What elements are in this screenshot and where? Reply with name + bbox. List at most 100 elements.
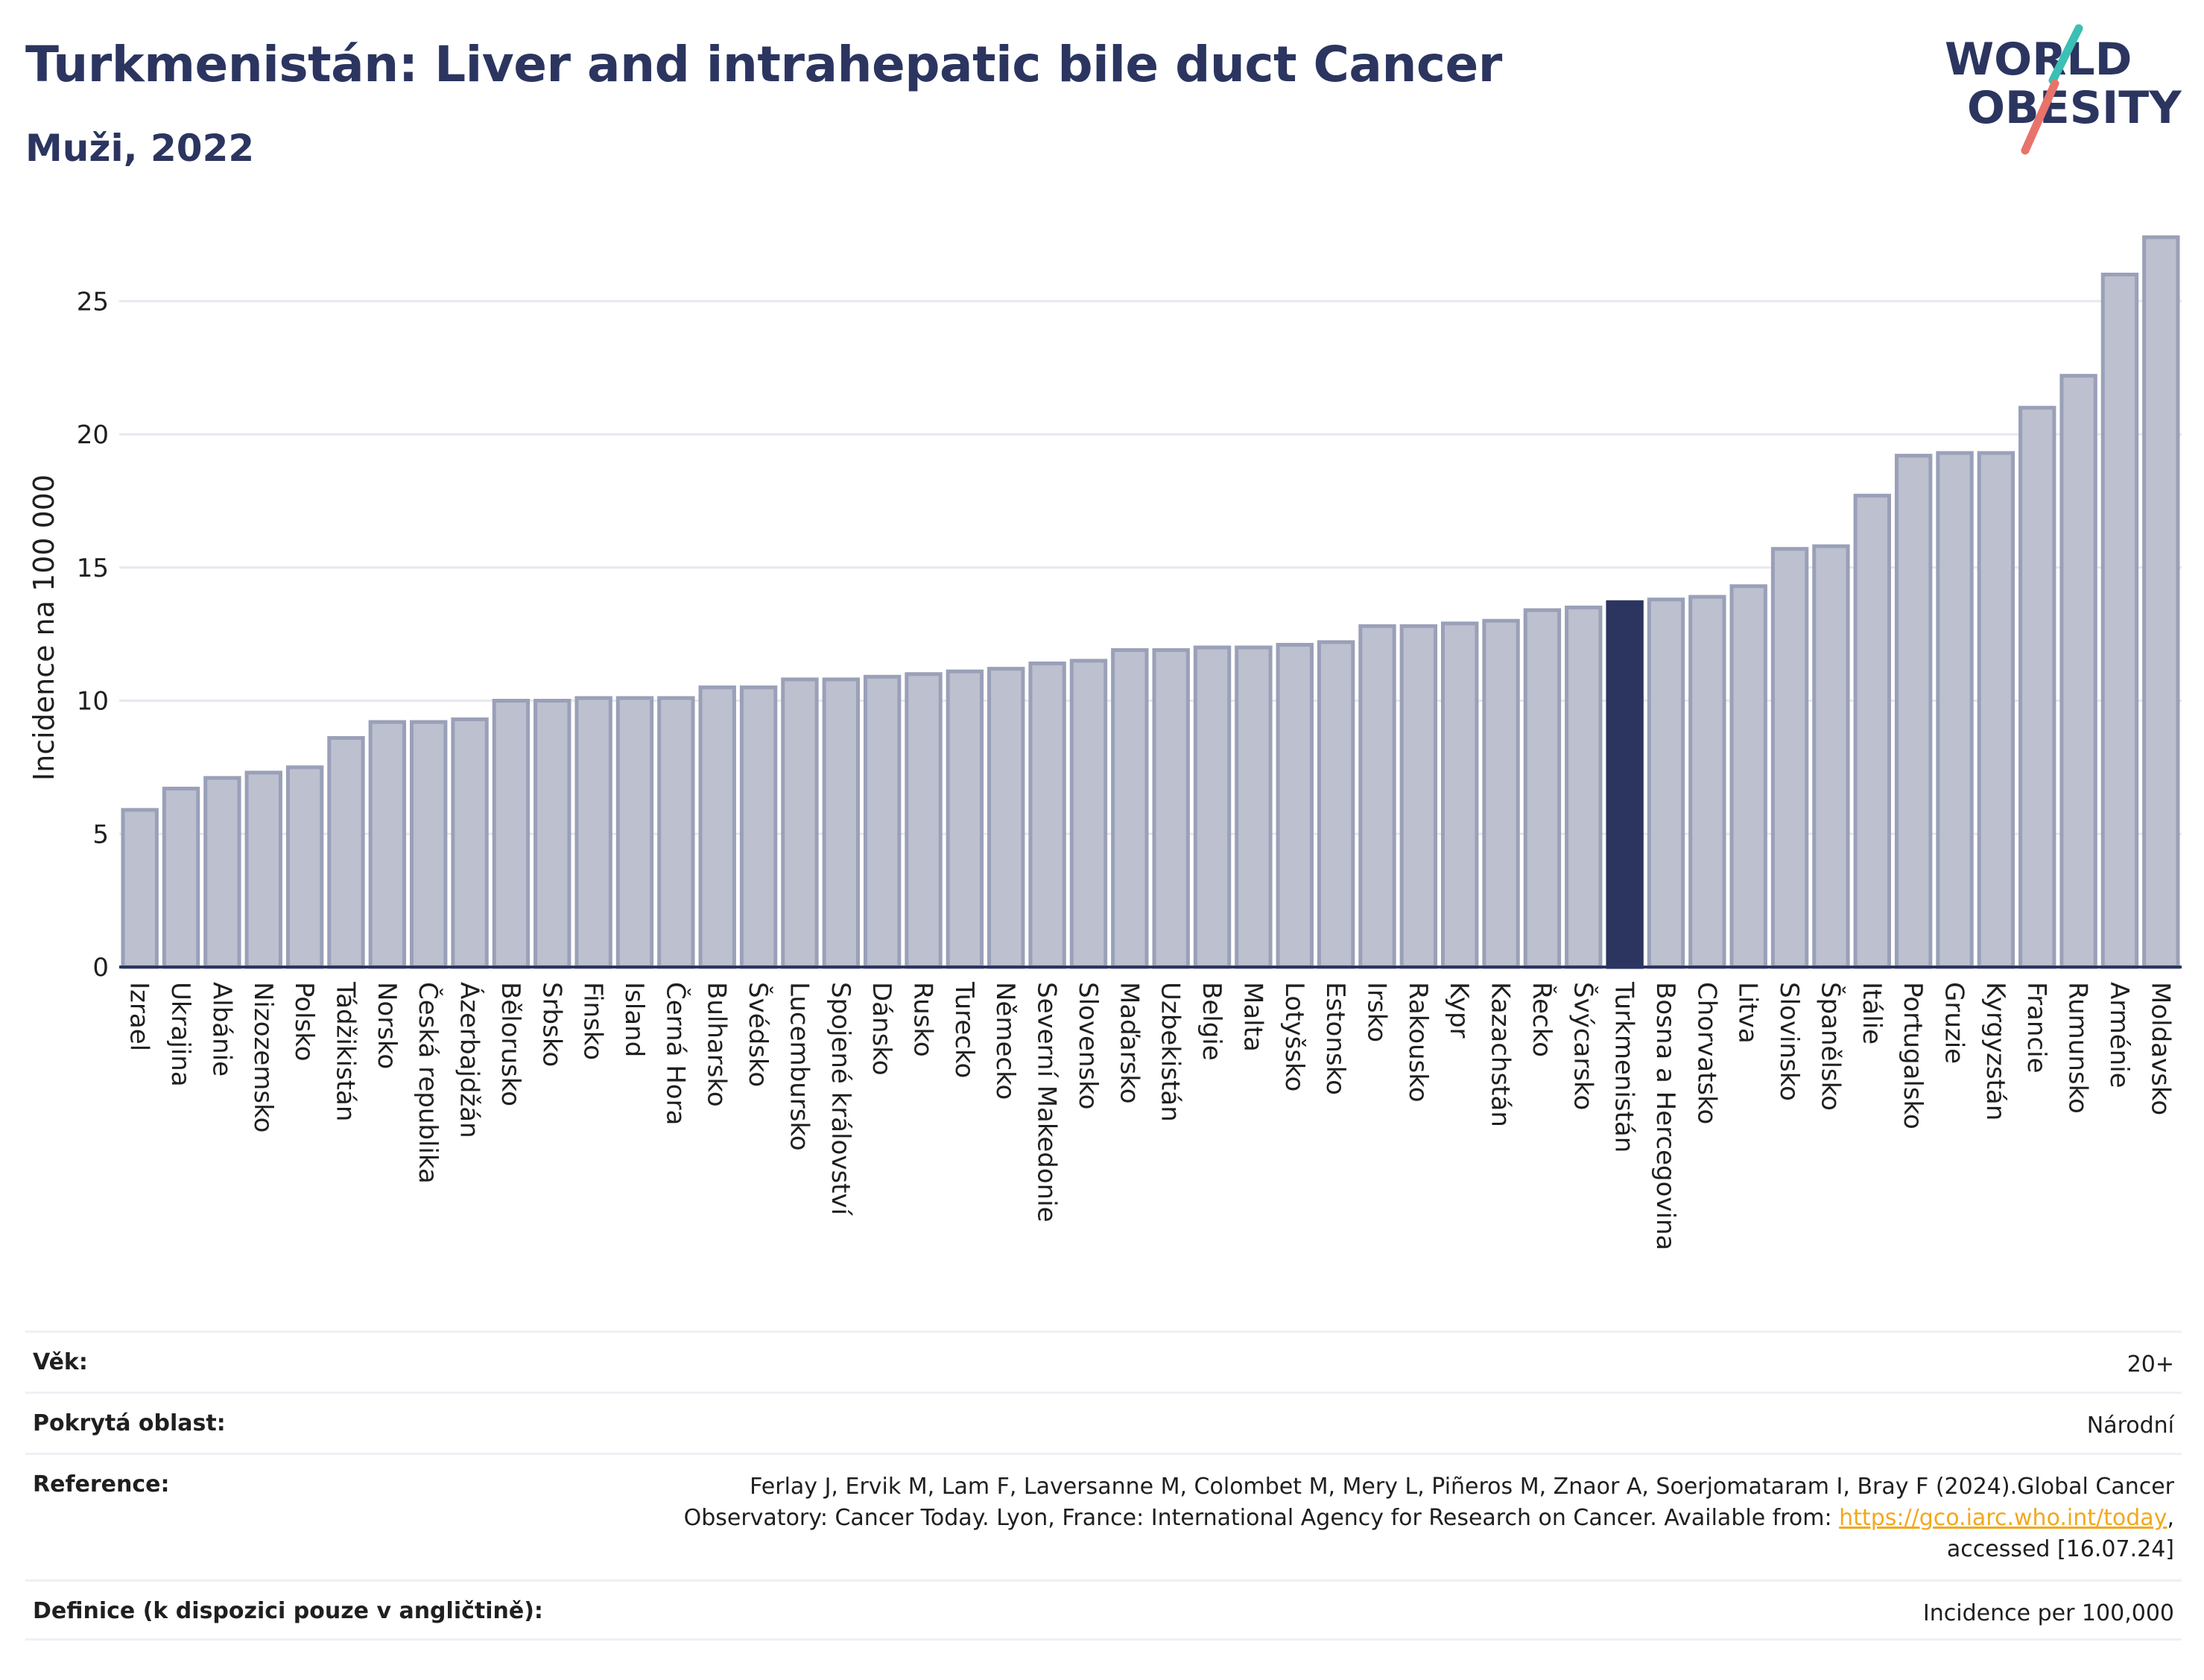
bar [1111,648,1149,969]
logo-line2: OBESITY [1967,82,2182,134]
bar [698,685,736,969]
bar [1606,600,1644,969]
bar [1565,605,1603,969]
x-tick-label: Polsko [289,982,319,1062]
x-tick-label: Španělsko [1815,982,1846,1111]
x-tick-label: Uzbekistán [1156,982,1185,1122]
reference-line-3: accessed [16.07.24] [1946,1536,2174,1562]
info-value-coverage: Národní [2086,1413,2174,1439]
bar [1729,584,1767,969]
x-tick-label: Kyrgyzstán [1980,982,2010,1120]
bar [1523,608,1562,969]
x-tick-label: Island [619,982,649,1057]
bar [657,696,695,969]
x-tick-label: Malta [1238,982,1267,1052]
x-tick-label: Irsko [1361,982,1391,1042]
bar [781,677,819,969]
info-row-reference: Reference: Ferlay J, Ervik M, Lam F, Lav… [25,1453,2182,1579]
bar [1812,544,1850,969]
y-tick-label: 5 [92,820,109,849]
bar [1977,451,2015,969]
info-row-age: Věk: 20+ [25,1331,2182,1392]
reference-link-suffix: , [2167,1505,2174,1531]
x-tick-label: Kypr [1444,982,1474,1039]
x-tick-label: Česká republika [413,982,443,1184]
x-tick-label: Maďarsko [1114,982,1144,1104]
x-tick-label: Bulharsko [702,982,732,1107]
x-tick-label: Slovensko [1073,982,1103,1109]
info-value-reference: Ferlay J, Ervik M, Lam F, Laversanne M, … [684,1471,2174,1565]
reference-link[interactable]: https://gco.iarc.who.int/today [1839,1505,2167,1531]
bar [162,786,200,969]
x-tick-label: Řecko [1527,982,1557,1057]
bar [1399,624,1438,969]
bar [1482,618,1520,969]
bar [1441,621,1479,969]
bar [822,677,860,969]
bar [1853,493,1891,969]
bar [863,674,902,969]
logo-slash-coral [2021,79,2059,155]
y-tick-label: 15 [77,554,109,583]
bar [615,696,654,969]
x-tick-label: Turkmenistán [1609,981,1639,1153]
x-tick-label: Estonsko [1320,982,1350,1095]
x-tick-label: Bělorusko [495,982,525,1106]
bar [2142,235,2180,969]
bar [1688,595,1726,969]
info-label-reference: Reference: [33,1471,170,1497]
info-label-definition: Definice (k dispozici pouze v angličtině… [33,1598,543,1624]
y-tick-label: 25 [77,287,109,317]
x-tick-label: Tádžikistán [330,981,360,1121]
x-tick-label: Chorvatsko [1691,982,1721,1124]
bar [1936,451,1974,969]
x-tick-label: Ázerbajdžán [455,982,485,1138]
x-tick-label: Spojené království [826,982,855,1217]
x-tick-label: Turecko [949,981,979,1078]
bar [244,770,282,969]
info-table: Věk: 20+ Pokrytá oblast: Národní Referen… [25,1331,2182,1641]
x-tick-label: Norsko [372,982,402,1069]
x-tick-label: Lucembursko [784,982,814,1151]
bar [1152,648,1190,969]
reference-line-1: Ferlay J, Ervik M, Lam F, Laversanne M, … [750,1474,2174,1500]
chart-title: Turkmenistán: Liver and intrahepatic bil… [25,36,1502,93]
x-tick-label: Srbsko [536,982,566,1067]
x-tick-label: Arménie [2104,982,2134,1088]
bar [285,765,324,969]
bar [739,685,778,969]
x-tick-label: Albánie [206,982,236,1077]
x-tick-label: Gruzie [1939,982,1969,1064]
info-value-definition: Incidence per 100,000 [1922,1600,2174,1626]
info-label-coverage: Pokrytá oblast: [33,1410,226,1436]
bar [905,672,943,969]
x-tick-label: Kazachstán [1486,982,1516,1127]
x-tick-label: Severní Makedonie [1032,982,1062,1223]
bar [533,699,571,969]
x-tick-label: Francie [2021,982,2051,1074]
info-label-age: Věk: [33,1349,88,1375]
bar [1894,454,1933,969]
y-axis-label: Incidence na 100 000 [28,475,60,781]
bar [1276,642,1314,969]
bar [1770,547,1809,969]
bar [121,808,159,969]
bar [451,717,489,969]
x-tick-label: Nizozemsko [248,982,278,1132]
x-tick-label: Portugalsko [1898,982,1928,1129]
x-tick-label: Rumunsko [2063,982,2093,1114]
info-value-age: 20+ [2127,1351,2174,1378]
y-tick-label: 0 [92,953,109,983]
x-tick-label: Belgie [1197,982,1226,1061]
bar [574,696,612,969]
info-row-coverage: Pokrytá oblast: Národní [25,1392,2182,1453]
bar [1647,597,1685,969]
x-tick-label: Finsko [578,982,608,1060]
bar [1069,659,1108,969]
x-tick-label: Lotyšsko [1279,982,1309,1091]
info-row-definition: Definice (k dispozici pouze v angličtině… [25,1579,2182,1641]
x-tick-label: Švédsko [743,982,773,1087]
bar [2059,373,2097,969]
x-tick-label: Rusko [908,982,938,1057]
bar-chart: 0 5 10 15 20 25 Incidence na 100 000 Izrael Ukra… [28,235,2182,1250]
